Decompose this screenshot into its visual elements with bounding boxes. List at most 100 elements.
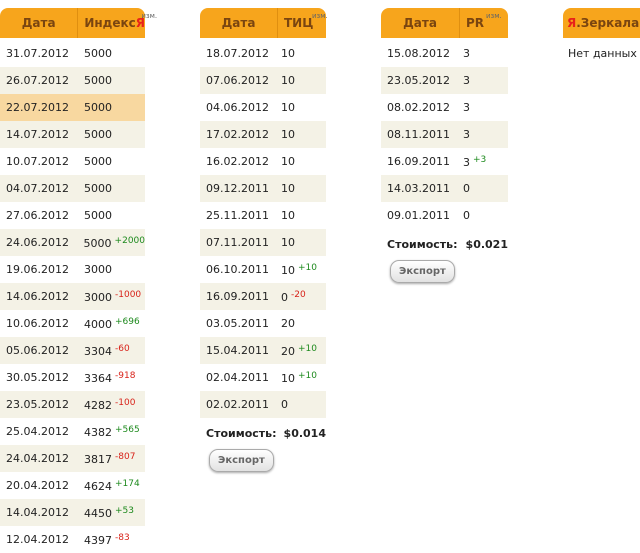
date-cell: 25.11.2011 — [206, 209, 269, 222]
value-cell: 10 — [277, 209, 295, 222]
value: 3 — [463, 101, 470, 114]
table-row: 16.09.2011 3 +3 — [381, 148, 508, 175]
export-button[interactable]: Экспорт — [390, 260, 455, 283]
pr-label: PR — [466, 16, 485, 30]
value-cell: 10 — [277, 74, 295, 87]
value-cell: 10 — [277, 101, 295, 114]
change-label: изм. — [141, 12, 158, 20]
table-row: 30.05.2012 3364 -918 — [0, 364, 145, 391]
date-cell: 23.05.2012 — [387, 74, 450, 87]
table-row: 12.04.2012 4397 -83 — [0, 526, 145, 553]
value-cell: 10 — [277, 182, 295, 195]
value: 4000 — [84, 317, 112, 331]
cost-row: Стоимость: $0.021 — [381, 229, 508, 259]
value: 0 — [281, 290, 288, 304]
table-row: 16.02.2012 10 — [200, 148, 326, 175]
change-value: +3 — [473, 154, 487, 165]
date-cell: 04.07.2012 — [6, 182, 69, 195]
cost-label: Стоимость: — [206, 426, 277, 440]
column-header-pr[interactable]: PR изм. — [460, 8, 502, 38]
date-cell: 24.06.2012 — [6, 236, 69, 249]
value: 4397 — [84, 533, 112, 547]
value-cell: 10 — [277, 236, 295, 249]
value-cell: 4382 +565 — [80, 425, 140, 439]
value: 3 — [463, 74, 470, 87]
column-header-mirrors[interactable]: Я .Зеркала — [563, 8, 640, 38]
date-cell: 14.06.2012 — [6, 290, 69, 303]
date-cell: 30.05.2012 — [6, 371, 69, 384]
column-header-tic[interactable]: ТИЦ изм. — [278, 8, 328, 38]
pr-rows: 15.08.2012 3 23.05.2012 3 08.02.2012 3 08.11.2… — [381, 40, 508, 229]
value: 5000 — [83, 236, 112, 250]
date-cell: 10.06.2012 — [6, 317, 69, 330]
change-value: -918 — [115, 370, 136, 381]
cost-label: Стоимость: — [387, 237, 458, 251]
change-value: -20 — [291, 289, 306, 300]
table-row: 14.07.2012 5000 — [0, 121, 145, 148]
date-cell: 16.09.2011 — [387, 155, 450, 168]
value-cell: 3 — [459, 47, 470, 60]
change-value: -100 — [115, 397, 136, 408]
table-row: 18.07.2012 10 — [200, 40, 326, 67]
date-cell: 18.07.2012 — [206, 47, 269, 60]
value: 4624 — [84, 479, 112, 493]
value: 10 — [281, 209, 295, 222]
date-cell: 08.11.2011 — [387, 128, 450, 141]
table-row: 05.06.2012 3304 -60 — [0, 337, 145, 364]
value-cell: 3304 -60 — [80, 344, 130, 358]
tic-table: Дата ТИЦ изм. 18.07.2012 10 07.06.2012 10 04.… — [200, 8, 328, 472]
value-cell: 5000 — [80, 74, 112, 87]
value: 3304 — [84, 344, 112, 358]
table-row: 24.06.2012 5000 +2000 — [0, 229, 145, 256]
date-cell: 09.12.2011 — [206, 182, 269, 195]
value: 3817 — [84, 452, 112, 466]
change-value: +10 — [298, 370, 317, 381]
table-row: 08.11.2011 3 — [381, 121, 508, 148]
date-cell: 23.05.2012 — [6, 398, 69, 411]
table-row: 25.11.2011 10 — [200, 202, 326, 229]
empty-text: Нет данных — [568, 47, 637, 60]
value: 5000 — [84, 182, 112, 195]
mirrors-title: .Зеркала — [576, 16, 640, 30]
value-cell: 10 +10 — [277, 371, 317, 385]
date-cell: 02.04.2011 — [206, 371, 269, 384]
date-cell: 12.04.2012 — [6, 533, 69, 546]
date-cell: 08.02.2012 — [387, 101, 450, 114]
date-cell: 31.07.2012 — [6, 47, 69, 60]
value-cell: 5000 — [80, 101, 112, 114]
column-header-date[interactable]: Дата — [0, 8, 79, 38]
date-cell: 24.04.2012 — [6, 452, 69, 465]
table-row: 23.05.2012 3 — [381, 67, 508, 94]
date-cell: 07.06.2012 — [206, 74, 269, 87]
value: 4450 — [84, 506, 112, 520]
export-button[interactable]: Экспорт — [209, 449, 274, 472]
index-rows: 31.07.2012 5000 26.07.2012 5000 22.07.2012 50… — [0, 40, 145, 553]
yandex-logo: Я — [135, 16, 145, 30]
table-row: 15.04.2011 20 +10 — [200, 337, 326, 364]
value-cell: 3 +3 — [459, 155, 486, 169]
value: 10 — [281, 101, 295, 114]
change-label: изм. — [486, 12, 502, 20]
table-row: 17.02.2012 10 — [200, 121, 326, 148]
change-value: +2000 — [114, 235, 145, 246]
value-cell: 4624 +174 — [80, 479, 140, 493]
value: 5000 — [84, 74, 112, 87]
table-row: 16.09.2011 0 -20 — [200, 283, 326, 310]
date-cell: 17.02.2012 — [206, 128, 269, 141]
value-cell: 0 — [277, 398, 288, 411]
date-cell: 05.06.2012 — [6, 344, 69, 357]
date-cell: 16.02.2012 — [206, 155, 269, 168]
date-cell: 27.06.2012 — [6, 209, 69, 222]
date-cell: 14.04.2012 — [6, 506, 69, 519]
change-value: +696 — [115, 316, 140, 327]
value: 20 — [281, 317, 295, 330]
date-cell: 26.07.2012 — [6, 74, 69, 87]
change-value: +565 — [115, 424, 140, 435]
column-header-date[interactable]: Дата — [200, 8, 278, 38]
date-cell: 04.06.2012 — [206, 101, 269, 114]
column-header-date[interactable]: Дата — [381, 8, 460, 38]
value-cell: 3000 — [80, 263, 112, 276]
value-cell: 5000 — [80, 182, 112, 195]
change-value: +174 — [115, 478, 140, 489]
